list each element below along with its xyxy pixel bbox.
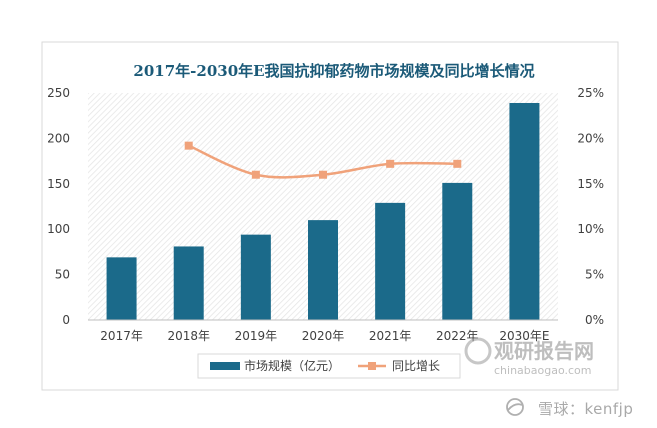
x-tick-label: 2020年	[302, 329, 345, 343]
y-left-tick-label: 250	[47, 86, 70, 100]
y-left-tick-label: 150	[47, 177, 70, 191]
x-tick-label: 2018年	[167, 329, 210, 343]
y-left-tick-label: 100	[47, 222, 70, 236]
x-tick-label: 2017年	[100, 329, 143, 343]
logo-url: chinabaogao.com	[494, 364, 592, 377]
x-tick-label: 2019年	[235, 329, 278, 343]
bar	[308, 220, 338, 320]
y-right-tick-label: 20%	[577, 131, 604, 145]
watermark-logo: 观研报告网 chinabaogao.com	[464, 337, 594, 377]
y-axis-right: 0% 5% 10% 15% 20% 25%	[577, 86, 604, 327]
growth-point	[251, 170, 260, 179]
snowball-icon	[506, 398, 524, 416]
y-right-tick-label: 5%	[585, 268, 604, 282]
y-left-tick-label: 0	[62, 313, 70, 327]
chart-title: 2017年-2030年E我国抗抑郁药物市场规模及同比增长情况	[133, 62, 534, 80]
y-axis-left: 0 50 100 150 200 250	[47, 86, 70, 327]
legend-box	[197, 353, 461, 379]
growth-point	[453, 159, 462, 168]
bar	[375, 202, 406, 320]
x-tick-label: 2021年	[369, 329, 412, 343]
y-left-tick-label: 200	[47, 131, 70, 145]
bar	[240, 234, 271, 320]
legend-label-line: 同比增长	[392, 359, 440, 373]
legend: 市场规模（亿元） 同比增长	[197, 353, 461, 379]
logo-text: 观研报告网	[494, 339, 594, 363]
footer-watermark: 雪球：kenfjp	[538, 400, 634, 418]
y-right-tick-label: 10%	[577, 222, 604, 236]
growth-point	[386, 159, 395, 168]
legend-swatch-bar	[210, 362, 240, 370]
x-tick-label: 2022年	[436, 329, 479, 343]
bar	[173, 246, 204, 320]
y-right-tick-label: 25%	[577, 86, 604, 100]
x-axis: 2017年 2018年 2019年 2020年 2021年 2022年 2030年E	[100, 329, 549, 343]
y-right-tick-label: 15%	[577, 177, 604, 191]
legend-swatch-marker	[368, 362, 376, 370]
logo-mark-icon	[464, 337, 492, 365]
bar	[106, 257, 137, 320]
y-left-tick-label: 50	[55, 268, 70, 282]
growth-point	[319, 170, 327, 179]
growth-line-series	[184, 141, 462, 179]
growth-point	[184, 141, 193, 150]
bar	[509, 102, 540, 320]
y-right-tick-label: 0%	[585, 313, 604, 327]
x-tick-label: 2030年E	[499, 329, 549, 343]
bar	[442, 182, 473, 320]
bar-series	[106, 102, 540, 320]
legend-label-bar: 市场规模（亿元）	[244, 358, 340, 373]
